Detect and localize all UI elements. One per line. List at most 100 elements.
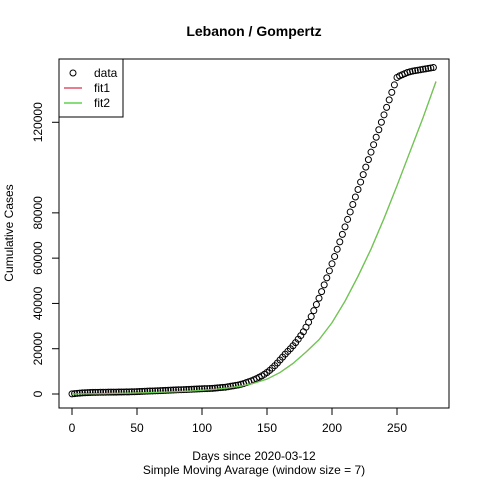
data-point [156,387,164,395]
data-point [123,388,131,396]
data-point [370,141,378,149]
data-point [318,288,326,296]
data-point [224,383,232,391]
data-point [380,111,388,119]
data-point [333,245,341,253]
data-point [128,388,136,396]
data-point [390,81,398,89]
data-point [180,386,188,394]
data-point [190,385,198,393]
data-point [169,386,177,394]
y-axis-label: Cumulative Cases [2,184,16,281]
data-point [312,301,320,309]
data-point [416,66,424,74]
data-point [214,384,222,392]
x-axis: 0 50 100 150 200 250 [69,407,407,435]
data-point [97,388,105,396]
data-point [138,387,146,395]
data-point [177,386,185,394]
data-point [86,389,94,397]
x-axis-label: Days since 2020-03-12 [192,449,316,463]
data-point [188,385,196,393]
x-tick-label: 100 [192,421,212,435]
data-point [211,384,219,392]
chart-title: Lebanon / Gompertz [186,23,321,39]
data-point [84,389,92,397]
data-point [130,388,138,396]
data-point [120,388,128,396]
data-point [164,386,172,394]
y-tick-label: 120000 [31,102,45,142]
data-point [115,388,123,396]
data-point [219,383,227,391]
data-point [351,193,359,201]
data-point [208,384,216,392]
data-point [307,313,315,321]
data-point [221,383,229,391]
y-tick-label: 20000 [31,332,45,366]
data-point [419,65,427,73]
data-point [338,230,346,238]
data-point [328,260,336,268]
data-point [112,388,120,396]
data-point [151,387,159,395]
x-tick-label: 50 [130,421,144,435]
data-point [354,186,362,194]
data-point [331,253,339,261]
data-point [388,88,396,96]
legend-marker-data [69,69,77,77]
data-point [206,384,214,392]
data-point [159,386,167,394]
data-point [203,385,211,393]
x-tick-label: 0 [69,421,76,435]
data-point [195,385,203,393]
data-point [232,381,240,389]
data-point [323,274,331,282]
data-point [167,386,175,394]
data-point [125,388,133,396]
data-point [143,387,151,395]
series-fit2-line [71,81,437,395]
data-point [349,200,357,208]
data-point [424,64,432,72]
x-axis-sublabel: Simple Moving Avarage (window size = 7) [143,463,365,477]
data-point [325,267,333,275]
data-point [133,388,141,396]
data-point [357,178,365,186]
data-point [359,171,367,179]
data-point [94,388,102,396]
y-tick-label: 0 [31,390,45,397]
y-axis: 0 20000 40000 60000 80000 120000 [31,102,60,397]
data-point [383,103,391,111]
data-point [429,63,437,71]
data-point [344,215,352,223]
data-point [364,156,372,164]
data-point [185,385,193,393]
series-layer [68,63,437,398]
x-tick-label: 250 [387,421,407,435]
data-point [336,238,344,246]
data-point [182,385,190,393]
data-point [320,281,328,289]
series-data [68,63,437,398]
data-point [414,66,422,74]
x-tick-label: 150 [257,421,277,435]
data-point [198,385,206,393]
data-point [91,388,99,396]
data-point [367,148,375,156]
data-point [154,387,162,395]
legend-label-fit2: fit2 [94,96,110,110]
data-point [427,64,435,72]
data-point [149,387,157,395]
data-point [216,384,224,392]
data-point [110,388,118,396]
y-tick-label: 60000 [31,241,45,275]
data-point [315,294,323,302]
data-point [172,386,180,394]
data-point [409,67,417,75]
data-point [305,318,313,326]
legend-label-fit1: fit1 [94,81,110,95]
data-point [422,65,430,73]
